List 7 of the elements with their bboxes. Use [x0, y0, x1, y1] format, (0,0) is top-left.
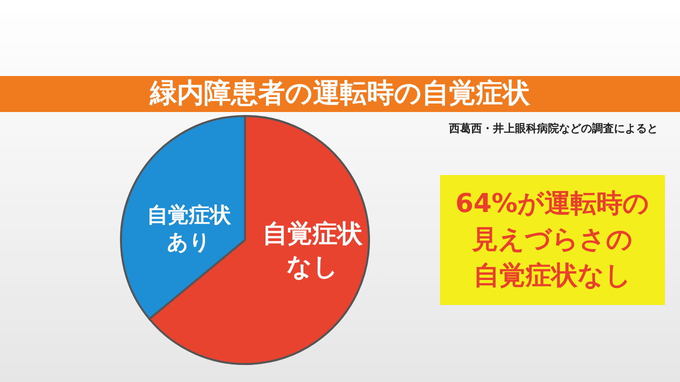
text: 自覚症状なし — [474, 260, 632, 293]
text: 見えづらさの — [472, 224, 633, 257]
slice-label: 自覚症状あり — [146, 202, 232, 256]
slice-label: 自覚症状なし — [261, 218, 364, 283]
chart-title: 緑内障患者の運転時の自覚症状 — [0, 76, 680, 112]
text: 64%が運転時の — [455, 188, 650, 221]
text: 西葛西・井上眼科病院などの調査によると — [449, 121, 658, 136]
